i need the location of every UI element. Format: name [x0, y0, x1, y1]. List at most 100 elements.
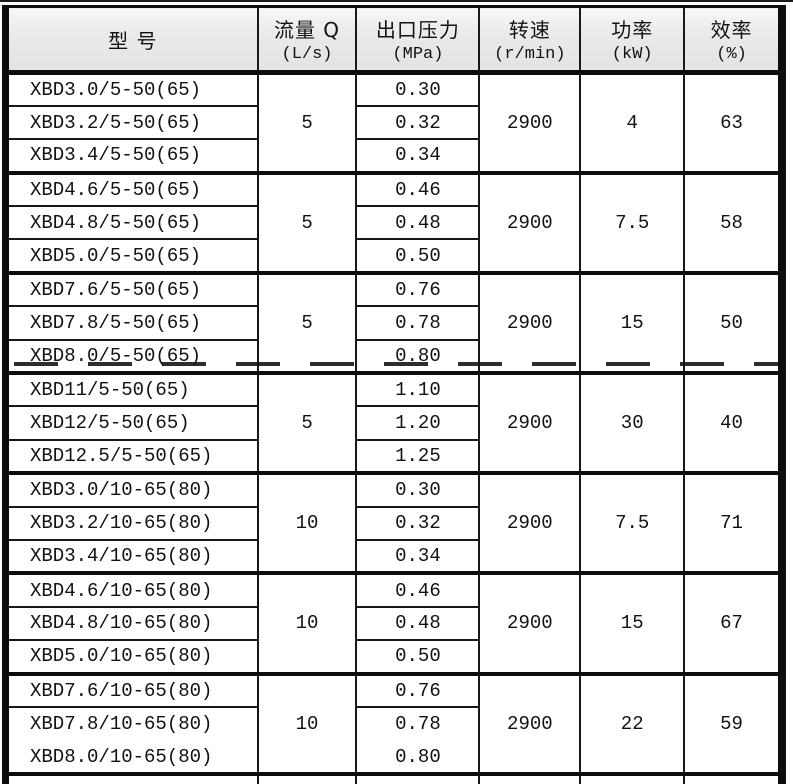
power-cell: 15 — [579, 270, 685, 374]
table-row: XBD5.0/10-65(80) 0.50 — [5, 639, 783, 674]
pressure-cell: 0.34 — [355, 538, 480, 574]
efficiency-cell: 50 — [683, 270, 782, 374]
speed-cell: 2900 — [478, 671, 581, 774]
pressure-cell: 0.78 — [355, 305, 480, 340]
efficiency-cell: 71 — [683, 471, 782, 574]
table-body: XBD3.0/5-50(65) 5 0.30 2900 4 63 XBD3.2/5-50(6… — [5, 70, 783, 784]
table-row: XBD5.0/5-50(65) 0.50 — [5, 238, 783, 273]
flow-cell: 10 — [256, 671, 357, 774]
header-flow: 流量 Q (L/s) — [256, 6, 357, 75]
pressure-cell: 0.50 — [355, 639, 480, 674]
model-cell: XBD3.4/10-65(80) — [5, 538, 258, 574]
table-row: XBD3.0/10-65(80) 10 0.30 2900 7.5 71 — [5, 471, 782, 574]
flow-cell: 5 — [256, 270, 357, 374]
efficiency-cell: 59 — [683, 671, 782, 774]
model-cell: XBD5.0/10-65(80) — [5, 639, 258, 674]
table-row: XBD7.6/10-65(80) 10 0.76 2900 22 59 — [5, 671, 782, 774]
table-row: XBD3.4/10-65(80) 0.34 — [5, 538, 783, 574]
pressure-cell: 0.46 — [355, 170, 480, 207]
flow-cell: 5 — [256, 371, 357, 474]
table-row: XBD4.8/10-65(80) 0.48 — [5, 605, 783, 641]
flow-cell: 5 — [256, 70, 357, 173]
header-power-label: 功率 — [611, 18, 654, 42]
power-cell: 7.5 — [579, 471, 685, 574]
pressure-cell: 0.46 — [355, 571, 480, 607]
power-cell: 22 — [579, 671, 685, 774]
pressure-cell: 0.76 — [355, 270, 480, 307]
table-row: XBD3.0/5-50(65) 5 0.30 2900 4 63 — [5, 70, 782, 173]
table-row: XBD7.8/5-50(65) 0.78 — [5, 305, 783, 340]
table-row: XBD3.2/10-65(80) 0.32 — [5, 505, 783, 540]
model-cell: XBD11/5-50(65) — [5, 370, 258, 407]
pump-spec-table: 型 号 流量 Q (L/s) 出口压力 (MPa) 转速 (r/min) — [2, 5, 786, 784]
pressure-cell: 0.50 — [355, 238, 480, 273]
table-row: XBD7.6/5-50(65) 5 0.76 2900 15 50 — [5, 270, 782, 374]
cut-off-cell — [5, 771, 258, 784]
header-flow-unit: (L/s) — [281, 45, 333, 64]
model-cell: XBD8.0/5-50(65) — [5, 338, 258, 374]
cut-off-cell — [256, 771, 357, 784]
pressure-cell: 0.78 — [355, 705, 480, 741]
pressure-cell: 0.32 — [355, 505, 480, 540]
header-flow-label: 流量 Q — [273, 18, 341, 42]
pressure-cell: 0.30 — [355, 70, 480, 106]
scan-artifact-dashed-line — [14, 362, 778, 366]
model-cell: XBD3.0/5-50(65) — [5, 70, 258, 106]
header-model: 型 号 — [5, 6, 258, 75]
header-efficiency-label: 效率 — [710, 18, 753, 42]
pressure-cell: 0.80 — [355, 338, 480, 374]
flow-cell: 5 — [256, 170, 357, 273]
power-cell: 30 — [579, 371, 685, 474]
header-pressure-unit: (MPa) — [392, 45, 444, 64]
model-cell: XBD7.8/5-50(65) — [5, 305, 258, 340]
table-row: XBD3.4/5-50(65) 0.34 — [5, 138, 783, 173]
pressure-cell: 0.48 — [355, 605, 480, 641]
table-row: XBD3.2/5-50(65) 0.32 — [5, 104, 783, 140]
header-speed: 转速 (r/min) — [478, 6, 581, 75]
speed-cell: 2900 — [478, 371, 581, 474]
power-cell: 15 — [579, 571, 685, 674]
cut-off-cell — [683, 771, 782, 784]
table-row: XBD11/5-50(65) 5 1.10 2900 30 40 — [5, 370, 782, 474]
table-row: XBD8.0/5-50(65) 0.80 — [5, 338, 783, 374]
pressure-cell: 0.80 — [355, 740, 480, 774]
speed-cell: 2900 — [478, 471, 581, 574]
model-cell: XBD7.6/10-65(80) — [5, 671, 258, 707]
model-cell: XBD8.0/10-65(80) — [30, 745, 213, 768]
header-efficiency-unit: (%) — [716, 45, 747, 64]
pressure-cell: 0.32 — [355, 104, 480, 140]
pressure-cell: 1.20 — [355, 405, 480, 440]
efficiency-cell: 40 — [683, 371, 782, 474]
pump-spec-table-wrap: 型 号 流量 Q (L/s) 出口压力 (MPa) 转速 (r/min) — [2, 5, 791, 784]
table-row: XBD12/5-50(65) 1.20 — [5, 405, 783, 440]
speed-cell: 2900 — [478, 70, 581, 173]
speed-cell: 2900 — [478, 170, 581, 273]
table-row: XBD8.0/10-65(80) 0.80 — [6, 740, 783, 774]
pressure-cell: 0.30 — [355, 471, 480, 507]
efficiency-cell: 58 — [683, 170, 782, 273]
pressure-cell: 1.25 — [355, 438, 480, 474]
power-cell: 7.5 — [579, 170, 685, 273]
header-power-unit: (kW) — [611, 45, 653, 64]
pressure-cell: 0.48 — [355, 205, 480, 240]
speed-cell: 2900 — [478, 571, 581, 674]
header-pressure: 出口压力 (MPa) — [355, 6, 480, 75]
model-cell: XBD4.8/10-65(80) — [5, 605, 258, 641]
model-cell: XBD5.0/5-50(65) — [5, 238, 258, 273]
model-cell: XBD12/5-50(65) — [5, 405, 258, 440]
header-speed-label: 转速 — [508, 18, 551, 42]
table-row: XBD12.5/5-50(65) 1.25 — [5, 438, 783, 474]
pressure-cell: 0.34 — [355, 138, 480, 173]
speed-cell: 2900 — [478, 270, 581, 374]
table-row: XBD7.8/10-65(80) 0.78 — [5, 705, 783, 741]
model-cell: XBD3.2/10-65(80) — [5, 505, 258, 540]
model-cell: XBD3.2/5-50(65) — [5, 104, 258, 140]
cut-off-cell — [579, 771, 685, 784]
scan-artifact-top-line — [0, 0, 793, 2]
model-cell: XBD3.4/5-50(65) — [5, 138, 258, 173]
header-row: 型 号 流量 Q (L/s) 出口压力 (MPa) 转速 (r/min) — [5, 6, 782, 75]
cut-off-row — [5, 771, 782, 784]
model-cell: XBD7.6/5-50(65) — [5, 270, 258, 307]
table-header: 型 号 流量 Q (L/s) 出口压力 (MPa) 转速 (r/min) — [5, 6, 782, 75]
model-cell: XBD12.5/5-50(65) — [5, 438, 258, 474]
